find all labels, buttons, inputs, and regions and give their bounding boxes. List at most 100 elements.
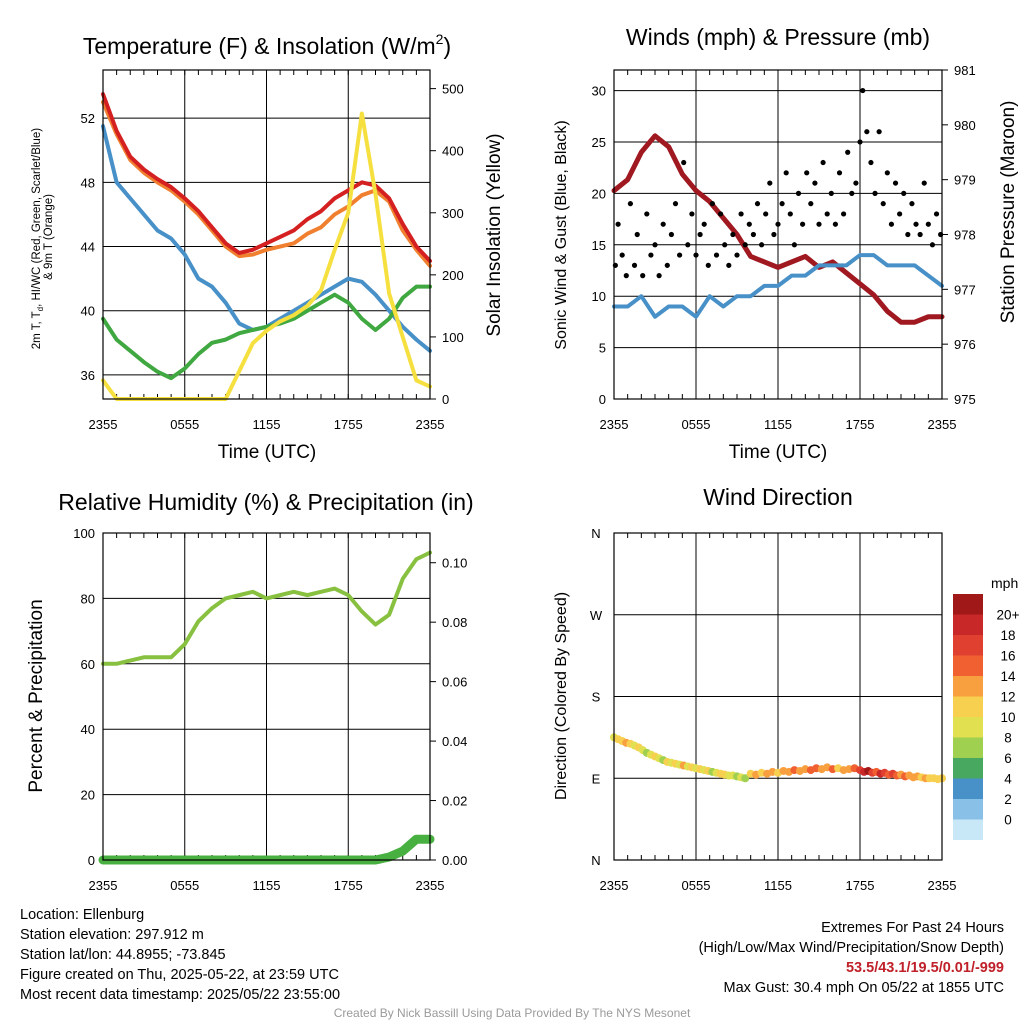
gust-point — [816, 221, 822, 227]
x-tick-label: 2355 — [89, 417, 118, 432]
x-tick-label: 1755 — [334, 417, 363, 432]
plot-frame — [102, 69, 431, 400]
gust-point — [634, 231, 640, 238]
y-tick-label: 30 — [592, 84, 606, 99]
y2-tick-label: 300 — [442, 206, 464, 221]
x-tick-label: 2355 — [416, 417, 445, 432]
gust-point — [685, 242, 691, 248]
gust-point — [897, 211, 903, 217]
x-tick-label: 2355 — [928, 417, 957, 432]
gust-point — [623, 273, 629, 279]
y2-tick-label: 500 — [442, 82, 464, 97]
gust-point — [779, 201, 785, 207]
legend-swatch — [953, 614, 983, 635]
wind-line — [612, 253, 944, 319]
station-info: Location: Ellenburg Station elevation: 2… — [20, 905, 340, 1005]
y2-tick-label: 980 — [954, 118, 976, 133]
gust-point — [722, 242, 728, 248]
legend-swatch — [953, 778, 983, 799]
gust-point — [824, 211, 830, 217]
legend-swatch — [953, 594, 983, 615]
legend-label: 16 — [1000, 649, 1015, 664]
y2-tick-label: 0 — [442, 392, 449, 407]
gust-point — [689, 211, 695, 217]
legend-swatch — [953, 635, 983, 656]
gust-point — [860, 87, 866, 94]
winds-panel: 2355 0555 1155 1755 2355 0 5 10 15 20 25 30 975 976 97… — [592, 63, 976, 432]
gust-point — [660, 221, 666, 227]
y2-tick-label: 0.06 — [442, 675, 467, 690]
gust-point — [705, 262, 711, 268]
y2-tick-label: 0.00 — [442, 853, 467, 868]
gust-point — [849, 190, 855, 196]
extremes-values: 53.5/43.1/19.5/0.01/-999 — [845, 960, 1004, 976]
x-tick-label: 0555 — [170, 878, 199, 893]
direction-ylabel: Direction (Colored By Speed) — [553, 592, 570, 800]
y-tick-label: E — [592, 771, 601, 786]
y2-tick-label: 200 — [442, 268, 464, 283]
gust-point — [836, 170, 843, 176]
legend-label: 0 — [1004, 813, 1012, 828]
legend-label: 20+ — [997, 608, 1020, 623]
gust-point — [888, 221, 895, 227]
winds-xlabel: Time (UTC) — [729, 442, 828, 463]
legend-label: 12 — [1000, 690, 1015, 705]
gust-point — [892, 180, 899, 186]
gust-point — [644, 211, 650, 217]
x-tick-label: 1755 — [846, 878, 875, 893]
gust-point — [763, 211, 769, 217]
plot-frame — [613, 532, 943, 861]
gust-point — [767, 180, 773, 186]
legend-label: 2 — [1004, 792, 1012, 807]
gust-point — [864, 129, 870, 135]
y-tick-label: 52 — [81, 111, 95, 126]
gust-point — [652, 242, 658, 248]
gust-point — [631, 262, 638, 268]
credit-line: Created By Nick Bassill Using Data Provi… — [333, 1006, 691, 1020]
y-tick-label: 10 — [592, 289, 606, 304]
x-tick-label: 0555 — [170, 417, 199, 432]
y-tick-label: 25 — [592, 135, 606, 150]
legend-label: 10 — [1000, 710, 1015, 725]
gust-point — [750, 231, 757, 238]
legend-label: 6 — [1004, 751, 1012, 766]
y-tick-label: 40 — [81, 304, 95, 319]
y-tick-label: 80 — [81, 591, 95, 606]
gust-point — [845, 149, 851, 155]
y-tick-label: 44 — [81, 240, 95, 255]
y2-tick-label: 0.04 — [442, 734, 467, 749]
y-tick-label: 60 — [81, 657, 95, 672]
rh-line — [101, 550, 432, 666]
temperature-panel: 2355 0555 1155 1755 2355 36 40 44 48 52 0 100 200 300… — [81, 69, 464, 432]
gust-point — [921, 180, 927, 186]
x-tick-label: 1155 — [253, 878, 281, 893]
y-tick-label: S — [592, 690, 601, 705]
direction-legend: 20+ 18 16 14 12 10 8 6 4 2 0 — [953, 594, 1020, 840]
gust-point — [804, 170, 810, 176]
temperature-y2label: Solar Insolation (Yellow) — [484, 133, 505, 336]
gust-point — [677, 252, 683, 258]
gust-point — [913, 221, 919, 227]
y-tick-label: 15 — [592, 238, 606, 253]
legend-swatch — [953, 655, 983, 676]
y2-tick-label: 0.08 — [442, 615, 467, 630]
gust-point — [783, 170, 789, 176]
gust-point — [693, 252, 699, 258]
legend-label: 4 — [1004, 772, 1012, 787]
x-tick-label: 1755 — [846, 417, 875, 432]
y2-tick-label: 100 — [442, 330, 464, 345]
gust-point — [640, 273, 646, 279]
gust-point — [730, 231, 736, 238]
station-location: Location: Ellenburg — [20, 907, 145, 923]
legend-swatch — [953, 717, 983, 738]
gust-point — [668, 231, 675, 238]
station-elevation: Station elevation: 297.912 m — [20, 927, 204, 943]
legend-swatch — [953, 737, 983, 758]
legend-swatch — [953, 758, 983, 779]
y2-tick-label: 976 — [954, 337, 976, 352]
legend-swatch — [953, 819, 983, 840]
temperature-xlabel: Time (UTC) — [218, 442, 317, 463]
gust-point — [627, 201, 634, 207]
legend-swatch — [953, 696, 983, 717]
